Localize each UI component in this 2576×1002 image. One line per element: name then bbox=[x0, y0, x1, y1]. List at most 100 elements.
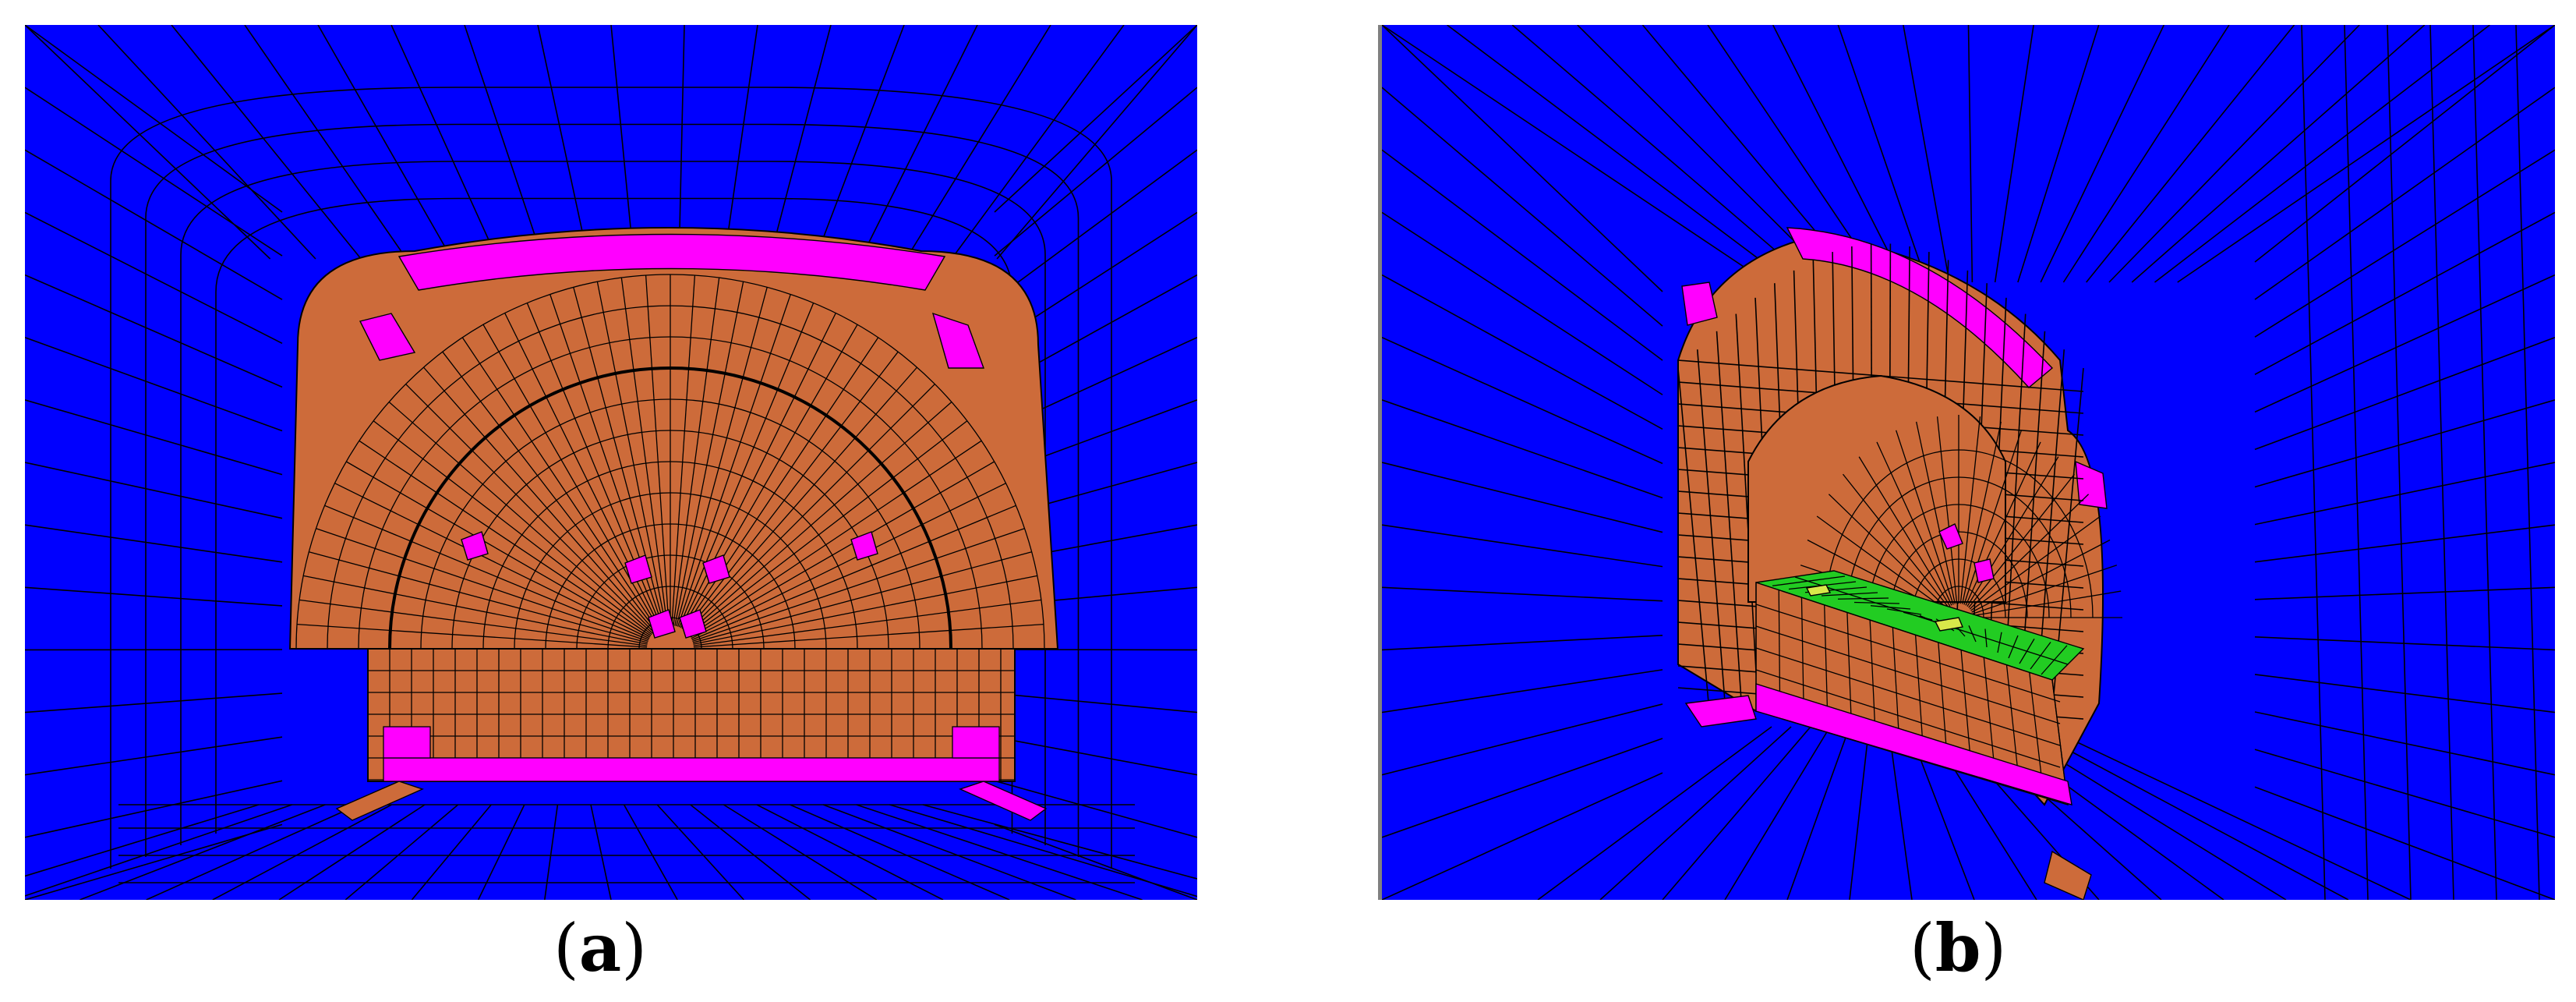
mesh-line bbox=[1755, 669, 2061, 768]
mesh-line bbox=[2254, 462, 2555, 526]
mesh-line bbox=[2387, 25, 2412, 900]
mesh-arc bbox=[482, 461, 858, 650]
mesh-line bbox=[1447, 25, 1790, 283]
mesh-line bbox=[1786, 726, 1850, 900]
mesh-line bbox=[994, 823, 1197, 900]
mesh-line bbox=[2017, 25, 2100, 283]
pink-element bbox=[702, 554, 730, 584]
caption-open-paren: ( bbox=[553, 910, 579, 986]
mesh-line bbox=[2254, 25, 2555, 263]
mesh-line bbox=[1662, 726, 1811, 900]
mesh-line bbox=[1382, 524, 1663, 568]
caption-close-paren: ) bbox=[621, 910, 647, 986]
mesh-ring bbox=[145, 123, 1080, 857]
mesh-line bbox=[1876, 441, 1952, 606]
mesh-line bbox=[303, 575, 648, 645]
mesh-line bbox=[2254, 524, 2555, 563]
mesh-line bbox=[856, 804, 1143, 900]
mesh-line bbox=[461, 337, 658, 630]
pink-element bbox=[1974, 558, 1995, 583]
mesh-line bbox=[1972, 565, 2118, 614]
mesh-line bbox=[1382, 274, 1663, 430]
mesh-line bbox=[244, 25, 408, 260]
mesh-line bbox=[1382, 669, 1663, 713]
caption-open-paren: ( bbox=[1910, 910, 1935, 986]
mesh-line bbox=[1828, 494, 1949, 610]
mesh-line bbox=[1716, 331, 1743, 712]
mesh-arc bbox=[420, 398, 921, 650]
pink-element bbox=[959, 781, 1048, 821]
mesh-line bbox=[1959, 416, 1981, 604]
mesh-line bbox=[790, 804, 1010, 900]
mesh-line bbox=[678, 25, 685, 260]
mesh-line bbox=[2254, 336, 2555, 451]
mesh-arc bbox=[295, 274, 1045, 650]
mesh-line bbox=[1577, 25, 1836, 283]
mesh-line bbox=[691, 483, 1006, 639]
pink-element bbox=[383, 726, 431, 759]
mesh-arc bbox=[1824, 449, 2094, 618]
mesh-panel-b bbox=[1378, 25, 2555, 900]
tunnel-3d-cutaway-mesh bbox=[1382, 25, 2555, 900]
mesh-ring bbox=[110, 87, 1112, 869]
mesh-line bbox=[620, 278, 668, 626]
mesh-line bbox=[723, 25, 758, 260]
mesh-line bbox=[1963, 430, 2022, 605]
mesh-line bbox=[1968, 473, 2076, 608]
mesh-line bbox=[1755, 647, 2061, 746]
pink-element bbox=[1684, 695, 1757, 728]
mesh-line bbox=[2254, 636, 2555, 651]
mesh-arc bbox=[1889, 531, 2028, 618]
mesh-line bbox=[2472, 25, 2497, 900]
mesh-line bbox=[2254, 399, 2555, 488]
mesh-line bbox=[2086, 25, 2295, 283]
pink-crown-band bbox=[398, 233, 946, 291]
mesh-line bbox=[2429, 25, 2454, 900]
mesh-line bbox=[442, 351, 657, 631]
radial-fan-mesh-a bbox=[295, 274, 1045, 650]
mesh-line bbox=[1382, 149, 1663, 361]
mesh-line bbox=[373, 420, 652, 636]
mesh-line bbox=[996, 25, 1197, 260]
mesh-line bbox=[1888, 726, 1913, 900]
mesh-line bbox=[25, 211, 283, 345]
pink-element bbox=[1681, 281, 1718, 326]
mesh-line bbox=[1969, 494, 2090, 610]
mesh-line bbox=[25, 804, 260, 877]
mesh-line bbox=[676, 287, 768, 627]
mesh-line bbox=[889, 804, 1197, 898]
mesh-line bbox=[212, 804, 392, 900]
mesh-line bbox=[814, 25, 905, 260]
mesh-line bbox=[684, 351, 899, 631]
mesh-element bbox=[2044, 850, 2092, 900]
mesh-line bbox=[691, 505, 1016, 641]
mesh-element bbox=[335, 781, 424, 821]
mesh-line bbox=[689, 440, 982, 636]
mesh-line bbox=[1794, 576, 2069, 665]
mesh-line bbox=[2254, 586, 2555, 600]
pink-element bbox=[1938, 523, 1963, 550]
mesh-line bbox=[334, 483, 650, 639]
mesh-line bbox=[1970, 515, 2101, 611]
mesh-line bbox=[390, 25, 498, 260]
caption-letter: b bbox=[1935, 909, 1981, 986]
mesh-line bbox=[1382, 462, 1663, 533]
mesh-line bbox=[693, 623, 1044, 648]
mesh-line bbox=[769, 25, 832, 260]
mesh-arc bbox=[607, 586, 733, 650]
mesh-line bbox=[677, 294, 791, 627]
mesh-line bbox=[674, 281, 744, 626]
tunnel-slab-b bbox=[1684, 570, 2092, 900]
mesh-line bbox=[25, 336, 283, 432]
mesh-line bbox=[2254, 211, 2555, 375]
yellow-element bbox=[1934, 617, 1963, 632]
mesh-line bbox=[951, 25, 1125, 260]
mesh-line bbox=[1755, 604, 2061, 703]
mesh-line bbox=[278, 804, 426, 900]
mesh-line bbox=[1382, 703, 1663, 776]
mesh-line bbox=[80, 804, 326, 900]
mesh-line bbox=[2108, 25, 2360, 283]
pink-invert-strip bbox=[383, 757, 1000, 782]
mesh-panel-a bbox=[25, 25, 1197, 900]
mesh-line bbox=[671, 274, 696, 626]
